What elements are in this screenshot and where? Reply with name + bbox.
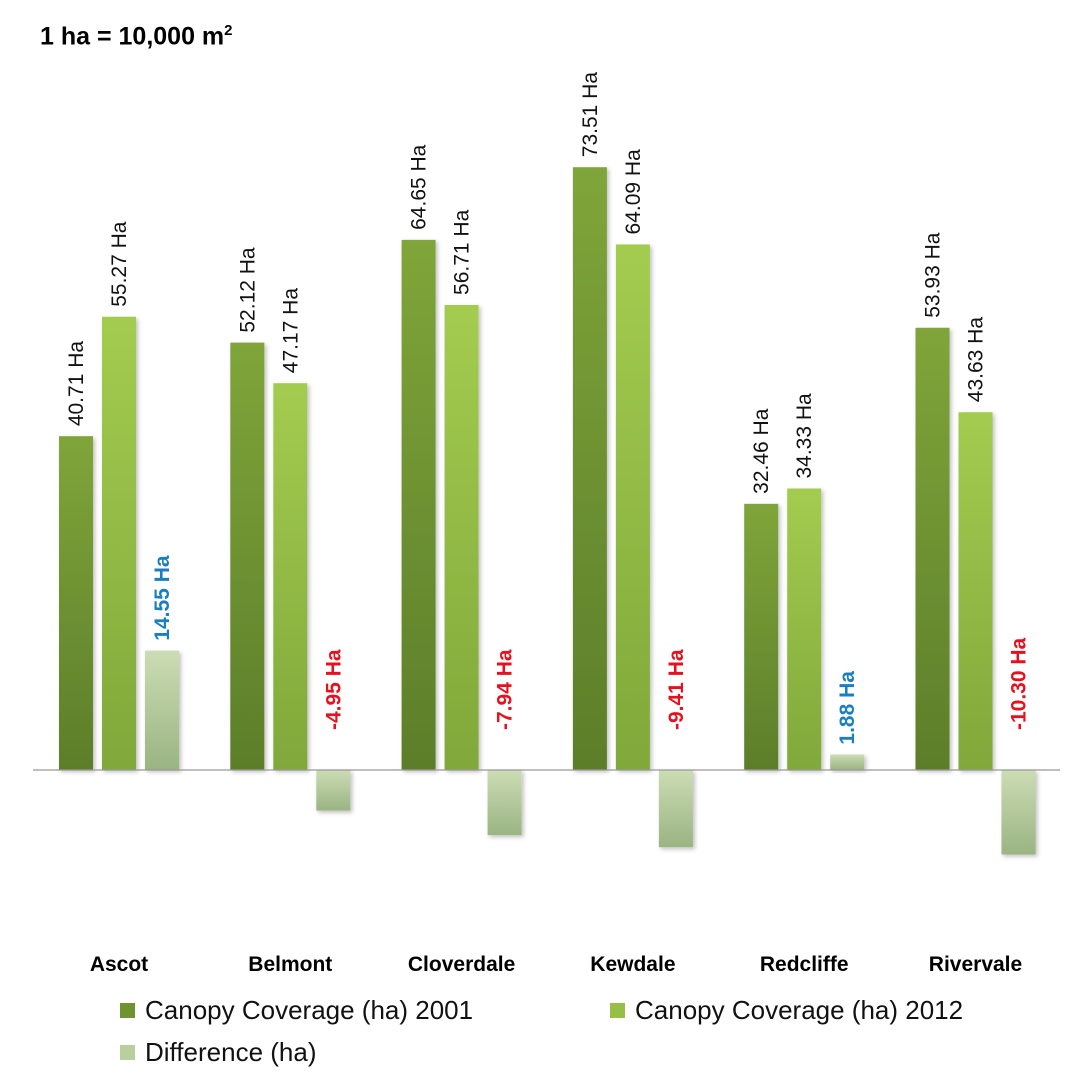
category-label-rivervale: Rivervale	[929, 953, 1022, 976]
category-labels-group: Ascot Belmont Cloverdale Kewdale Redcliffe Ri…	[90, 953, 1022, 976]
legend-item-series-3: Difference (ha)	[120, 1037, 317, 1068]
bar-cloverdale-series-1	[401, 239, 436, 770]
bar-redcliffe-series-1	[744, 503, 779, 770]
bar-ascot-series-1	[59, 436, 93, 770]
value-label-rivervale-series-3: -10.30 Ha	[1008, 637, 1031, 730]
bar-rivervale-series-1	[915, 327, 950, 770]
value-label-belmont-series-2: 47.17 Ha	[279, 288, 302, 374]
legend-swatch	[120, 1045, 135, 1060]
value-label-cloverdale-series-2: 56.71 Ha	[451, 209, 474, 295]
category-label-cloverdale: Cloverdale	[408, 953, 515, 976]
bars-group	[59, 167, 1036, 855]
category-label-belmont: Belmont	[248, 953, 332, 976]
bar-redcliffe-series-3	[830, 754, 865, 770]
value-label-ascot-series-3: 14.55 Ha	[151, 555, 174, 641]
value-label-redcliffe-series-2: 34.33 Ha	[793, 393, 816, 479]
value-labels-group: 40.71 Ha 55.27 Ha 14.55 Ha 52.12 Ha 47.17 Ha…	[65, 72, 1031, 745]
legend-label: Canopy Coverage (ha) 2012	[635, 995, 964, 1025]
value-label-redcliffe-series-1: 32.46 Ha	[750, 408, 773, 494]
bar-ascot-series-2	[102, 316, 136, 770]
value-label-ascot-series-1: 40.71 Ha	[65, 341, 88, 427]
category-label-redcliffe: Redcliffe	[760, 953, 849, 976]
category-label-kewdale: Kewdale	[590, 953, 675, 976]
value-label-rivervale-series-1: 53.93 Ha	[922, 232, 945, 318]
bar-kewdale-series-3	[658, 770, 693, 848]
bar-belmont-series-3	[316, 770, 351, 811]
value-label-ascot-series-2: 55.27 Ha	[108, 221, 131, 307]
legend-label: Canopy Coverage (ha) 2001	[145, 995, 474, 1025]
value-label-belmont-series-3: -4.95 Ha	[322, 649, 345, 730]
bar-belmont-series-2	[273, 383, 308, 770]
legend-swatch	[120, 1003, 135, 1018]
bar-kewdale-series-1	[572, 167, 607, 770]
legend-swatch	[610, 1003, 625, 1018]
value-label-rivervale-series-2: 43.63 Ha	[965, 317, 988, 403]
bar-belmont-series-1	[230, 342, 265, 770]
legend-label: Difference (ha)	[145, 1037, 317, 1067]
value-label-kewdale-series-3: -9.41 Ha	[665, 649, 688, 730]
value-label-kewdale-series-1: 73.51 Ha	[579, 72, 602, 158]
bar-rivervale-series-3	[1001, 770, 1036, 855]
bar-kewdale-series-2	[615, 244, 650, 770]
category-label-ascot: Ascot	[90, 953, 148, 976]
value-label-kewdale-series-2: 64.09 Ha	[622, 149, 645, 235]
value-label-belmont-series-1: 52.12 Ha	[236, 247, 259, 333]
bar-cloverdale-series-3	[487, 770, 522, 836]
bar-rivervale-series-2	[958, 412, 993, 770]
legend-item-series-2: Canopy Coverage (ha) 2012	[610, 995, 963, 1026]
value-label-redcliffe-series-3: 1.88 Ha	[836, 671, 859, 745]
bar-ascot-series-3	[145, 650, 179, 770]
bar-cloverdale-series-2	[444, 304, 479, 770]
value-label-cloverdale-series-3: -7.94 Ha	[494, 649, 517, 730]
legend-item-series-1: Canopy Coverage (ha) 2001	[120, 995, 473, 1026]
unit-note: 1 ha = 10,000 m2	[40, 22, 233, 51]
value-label-cloverdale-series-1: 64.65 Ha	[408, 144, 431, 230]
bar-redcliffe-series-2	[787, 488, 822, 770]
